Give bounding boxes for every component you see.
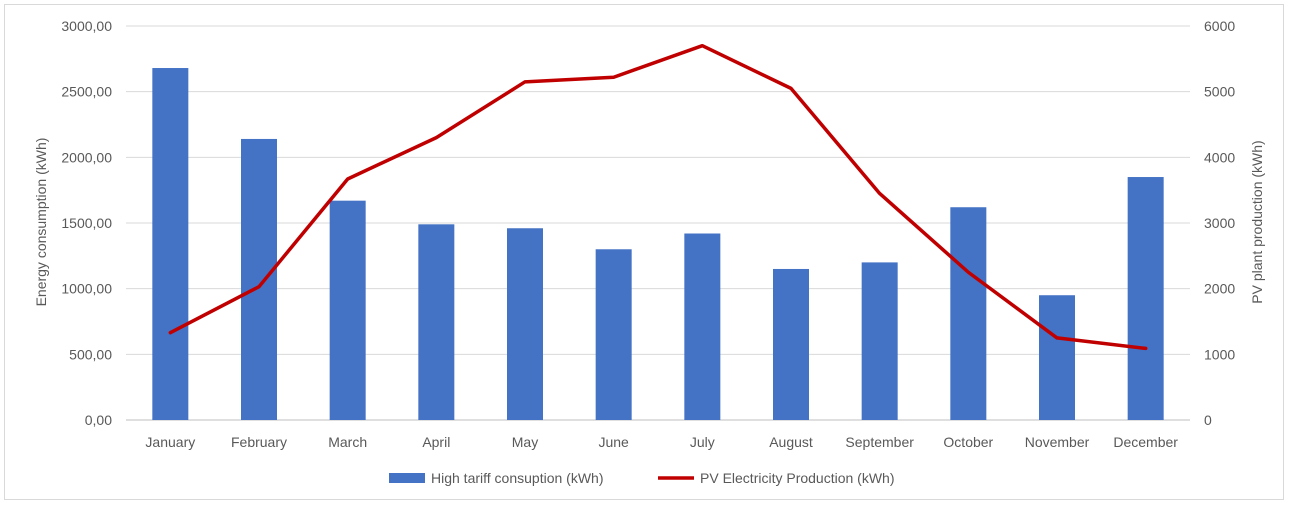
x-tick-label: July: [690, 434, 715, 450]
y-tick-label-left: 500,00: [69, 346, 112, 362]
y-tick-label-right: 3000: [1204, 215, 1235, 231]
y-tick-label-left: 2500,00: [61, 84, 112, 100]
x-tick-label: October: [943, 434, 993, 450]
bar: [773, 268, 809, 420]
gridlines: [126, 25, 1190, 421]
legend-swatch-bar: [389, 473, 425, 483]
x-tick-label: November: [1025, 434, 1090, 450]
right-axis-ticks: 0 1000 2000 3000 4000 5000 6000: [1204, 18, 1235, 428]
x-tick-label: January: [145, 434, 195, 450]
y-axis-title-left: Energy consumption (kWh): [33, 138, 49, 307]
x-tick-label: April: [422, 434, 450, 450]
bar: [1039, 295, 1075, 420]
x-tick-label: September: [845, 434, 914, 450]
bar: [507, 228, 543, 420]
bar: [684, 233, 721, 420]
x-tick-label: March: [328, 434, 367, 450]
bar-series: [152, 68, 1164, 421]
x-tick-label: December: [1113, 434, 1178, 450]
x-tick-label: May: [512, 434, 538, 450]
bar: [329, 200, 366, 420]
left-axis-ticks: 0,00 500,00 1000,00 1500,00 2000,00 2500,00 30…: [61, 18, 112, 428]
y-tick-label-right: 2000: [1204, 281, 1235, 297]
legend-label-line: PV Electricity Production (kWh): [700, 470, 895, 486]
bar: [1127, 177, 1164, 420]
y-tick-label-left: 0,00: [85, 412, 112, 428]
x-axis-ticks: January February March April May June July Augu…: [145, 434, 1178, 450]
x-tick-label: February: [231, 434, 287, 450]
series-line: [168, 43, 1148, 351]
bar: [418, 224, 455, 420]
y-tick-label-right: 5000: [1204, 84, 1235, 100]
y-tick-label-right: 1000: [1204, 346, 1235, 362]
y-tick-label-left: 2000,00: [61, 149, 112, 165]
y-tick-label-left: 3000,00: [61, 18, 112, 34]
bar: [950, 207, 987, 420]
x-tick-label: August: [769, 434, 813, 450]
line-series: [168, 43, 1148, 351]
bar: [152, 68, 189, 420]
bar: [861, 262, 898, 420]
legend: High tariff consuption (kWh) PV Electric…: [389, 470, 895, 486]
x-tick-label: June: [598, 434, 629, 450]
y-tick-label-right: 4000: [1204, 149, 1235, 165]
bar: [241, 138, 277, 421]
legend-label-bar: High tariff consuption (kWh): [431, 470, 603, 486]
bar: [595, 249, 632, 420]
y-tick-label-left: 1500,00: [61, 215, 112, 231]
y-tick-label-right: 6000: [1204, 18, 1235, 34]
y-tick-label-left: 1000,00: [61, 281, 112, 297]
y-tick-label-right: 0: [1204, 412, 1212, 428]
y-axis-title-right: PV plant production (kWh): [1249, 140, 1265, 303]
